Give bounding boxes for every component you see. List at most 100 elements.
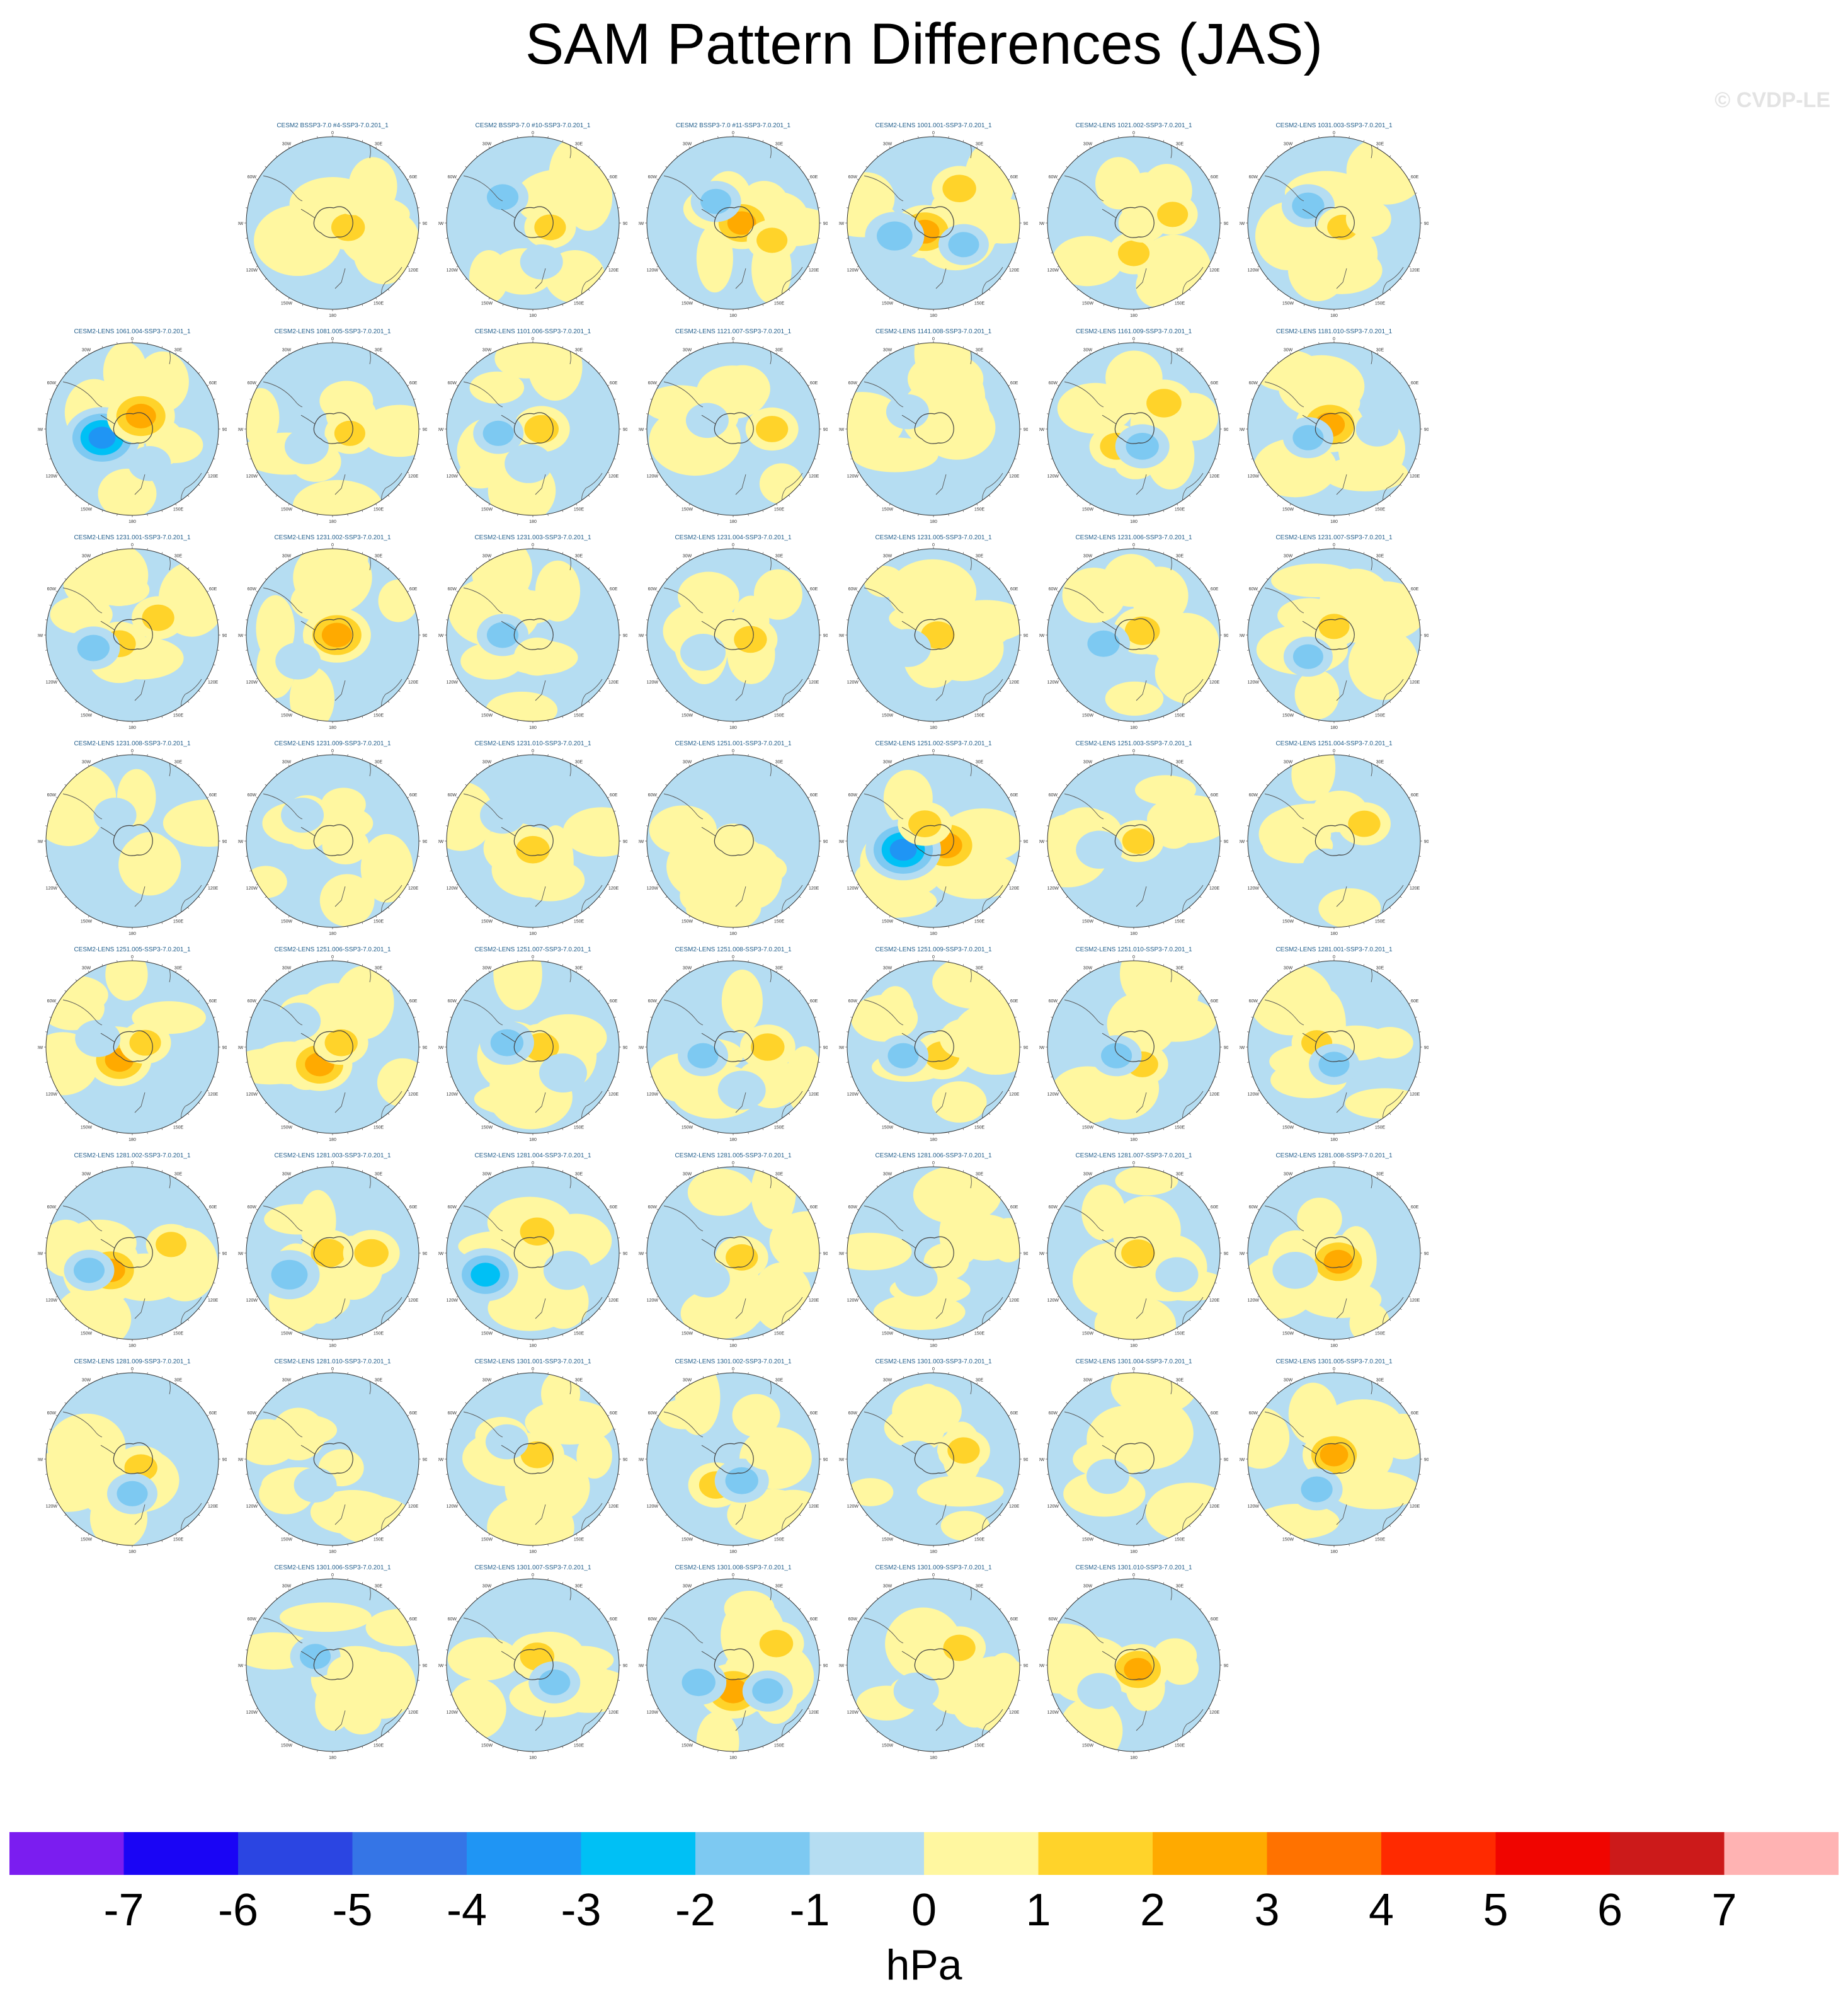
map-tick <box>1400 784 1402 786</box>
positive-region <box>721 969 763 1033</box>
map-tick <box>999 166 1001 168</box>
map-tick <box>617 1474 620 1475</box>
longitude-label: 0 <box>532 749 534 753</box>
longitude-label: 150E <box>974 713 985 718</box>
longitude-label: 30W <box>883 1378 893 1383</box>
longitude-label: 180 <box>729 314 737 318</box>
colorbar-swatch <box>1724 1832 1839 1875</box>
map-tick <box>456 384 459 386</box>
map-tick <box>665 1102 668 1104</box>
map-tick <box>488 352 490 355</box>
map-tick <box>187 979 190 982</box>
map-tick <box>562 304 564 306</box>
map-tick <box>918 754 919 757</box>
map-tick <box>64 578 67 580</box>
map-panel: CESM2-LENS 1251.001-SSP3-7.0.201_1 0 30E 60… <box>639 740 828 936</box>
longitude-label: 150E <box>1375 1125 1386 1130</box>
positive-anomaly <box>727 211 756 235</box>
positive-anomaly <box>311 1239 346 1268</box>
peninsula-outline <box>100 1033 115 1043</box>
map-tick <box>717 1578 719 1581</box>
map-tick <box>613 1428 616 1430</box>
colorbar-swatch <box>467 1832 581 1875</box>
longitude-label: 150W <box>481 1537 493 1542</box>
panel-title: CESM2-LENS 1001.001-SSP3-7.0.201_1 <box>875 122 992 129</box>
map-panel: CESM2-LENS 1141.008-SSP3-7.0.201_1 0 30E 60… <box>839 328 1028 524</box>
map-tick <box>88 352 89 355</box>
map-tick <box>1349 548 1350 551</box>
longitude-label: 120E <box>1009 1092 1020 1097</box>
colorbar-tick-label: 0 <box>911 1885 937 1935</box>
map-tick <box>1089 146 1091 149</box>
map-tick <box>717 754 719 757</box>
negative-anomaly <box>1077 1673 1122 1709</box>
longitude-label: 180 <box>930 314 937 318</box>
map-tick <box>407 266 409 268</box>
map-tick <box>1014 1428 1017 1430</box>
map-tick <box>607 1708 610 1710</box>
map-tick <box>175 1533 177 1536</box>
map-tick <box>799 484 801 486</box>
longitude-label: 30E <box>775 142 784 147</box>
map-tick <box>1047 413 1049 415</box>
map-tick <box>1189 289 1191 291</box>
map-tick <box>1400 690 1402 692</box>
map-tick <box>217 1237 219 1239</box>
map-panel: CESM2-LENS 1281.010-SSP3-7.0.201_1 0 30E 60… <box>238 1358 427 1554</box>
longitude-label: 60W <box>248 793 257 798</box>
longitude-label: 90E <box>423 222 427 226</box>
longitude-label: 30W <box>1284 966 1293 971</box>
map-tick <box>918 1750 919 1752</box>
map-tick <box>1389 979 1391 982</box>
map-tick <box>1218 1443 1221 1445</box>
map-tick <box>265 1720 267 1722</box>
positive-region <box>1366 1026 1413 1059</box>
map-tick <box>88 1382 89 1385</box>
longitude-label: 90E <box>222 1046 227 1050</box>
longitude-label: 60W <box>1249 793 1258 798</box>
longitude-label: 30E <box>976 1172 984 1177</box>
map-tick <box>702 1128 704 1130</box>
map-tick <box>1218 207 1221 209</box>
map-tick <box>962 1582 964 1584</box>
map-tick <box>45 1474 48 1475</box>
map-tick <box>217 1474 219 1475</box>
map-tick <box>407 1708 409 1710</box>
australia-outline <box>381 1091 402 1121</box>
map-tick <box>676 155 678 158</box>
new-zealand-outline <box>735 1504 746 1525</box>
map-tick <box>1199 1402 1202 1404</box>
map-tick <box>1008 1414 1010 1416</box>
positive-anomaly <box>1348 810 1381 837</box>
longitude-label: 180 <box>930 1756 937 1760</box>
peninsula-outline <box>501 1239 516 1249</box>
longitude-label: 60E <box>810 175 818 180</box>
panel-title: CESM2-LENS 1281.002-SSP3-7.0.201_1 <box>74 1152 191 1159</box>
longitude-label: 120E <box>1209 680 1220 685</box>
map-tick <box>398 484 401 486</box>
map-tick <box>398 578 401 580</box>
antarctica-outline <box>1114 1236 1155 1268</box>
map-tick <box>387 1319 390 1321</box>
map-tick <box>1199 484 1202 486</box>
longitude-label: 60E <box>409 587 418 592</box>
map-tick <box>799 896 801 898</box>
peninsula-outline <box>1302 827 1317 837</box>
map-tick <box>876 701 879 703</box>
map-tick <box>488 1533 490 1536</box>
colorbar-tick-label: -1 <box>789 1885 830 1935</box>
panel-title: CESM2-LENS 1251.003-SSP3-7.0.201_1 <box>1075 740 1192 747</box>
map-tick <box>1066 1402 1068 1404</box>
australia-outline <box>581 679 603 709</box>
positive-anomaly <box>332 179 377 215</box>
map-tick <box>850 1428 853 1430</box>
longitude-label: 60E <box>409 1617 418 1622</box>
longitude-label: 90E <box>1424 1458 1429 1462</box>
map-tick <box>903 1376 904 1378</box>
australia-outline <box>181 679 202 709</box>
longitude-label: 90E <box>1224 222 1228 226</box>
map-tick <box>717 925 719 928</box>
map-tick <box>598 690 601 692</box>
map-tick <box>1277 773 1279 776</box>
longitude-label: 30W <box>1284 1172 1293 1177</box>
